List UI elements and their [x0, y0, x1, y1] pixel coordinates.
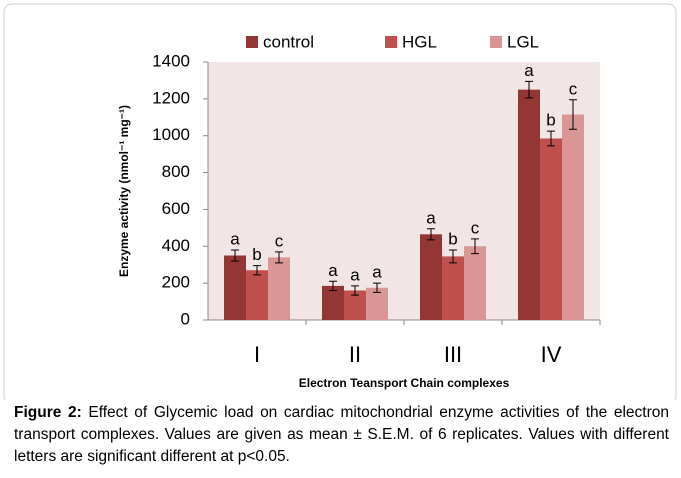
- y-axis-label: Enzyme activity (nmol⁻¹ mg⁻¹): [117, 105, 131, 277]
- significance-letter: b: [252, 245, 261, 264]
- y-tick-label: 1000: [152, 125, 190, 144]
- legend-label: control: [263, 32, 314, 51]
- error-bar: [275, 251, 283, 264]
- legend-label: LGL: [507, 32, 539, 51]
- error-bar: [253, 265, 261, 276]
- bar: [322, 285, 344, 320]
- error-bar: [449, 249, 457, 264]
- significance-letter: c: [569, 79, 578, 98]
- significance-letter: b: [448, 229, 457, 248]
- legend-swatch: [490, 36, 502, 48]
- significance-letter: c: [275, 231, 284, 250]
- bar: [442, 256, 464, 320]
- y-tick-label: 1200: [152, 88, 190, 107]
- y-tick-label: 0: [181, 309, 190, 328]
- bar: [268, 257, 290, 320]
- significance-letter: a: [328, 261, 338, 280]
- significance-letter: a: [524, 61, 534, 80]
- x-tick-label: I: [254, 342, 260, 367]
- y-tick-label: 200: [162, 273, 190, 292]
- error-bar: [471, 238, 479, 255]
- caption: Figure 2: Effect of Glycemic load on car…: [14, 402, 669, 468]
- y-tick-label: 600: [162, 199, 190, 218]
- caption-label: Figure 2:: [14, 404, 82, 421]
- error-bar: [373, 282, 381, 293]
- error-bar: [231, 249, 239, 262]
- legend-label: HGL: [402, 32, 437, 51]
- caption-text: Effect of Glycemic load on cardiac mitoc…: [14, 404, 669, 465]
- bar: [540, 138, 562, 320]
- x-tick-label: II: [349, 342, 361, 367]
- x-tick-label: IV: [541, 342, 562, 367]
- bar: [246, 270, 268, 320]
- error-bar: [547, 130, 555, 147]
- error-bar: [351, 285, 359, 296]
- x-axis-label: Electron Teansport Chain complexes: [299, 376, 510, 390]
- significance-letter: a: [230, 229, 240, 248]
- error-bar: [329, 280, 337, 292]
- error-bar: [569, 99, 577, 130]
- bar: [420, 234, 442, 320]
- significance-letter: a: [426, 208, 436, 227]
- legend-swatch: [246, 36, 258, 48]
- error-bar: [525, 80, 533, 99]
- legend-swatch: [385, 36, 397, 48]
- x-tick-label: III: [444, 342, 462, 367]
- significance-letter: b: [546, 111, 555, 130]
- bar: [366, 287, 388, 320]
- significance-letter: a: [372, 263, 382, 282]
- significance-letter: a: [350, 265, 360, 284]
- error-bar: [427, 228, 435, 241]
- bar: [464, 246, 486, 320]
- significance-letter: c: [471, 218, 480, 237]
- bar: [518, 89, 540, 321]
- y-tick-label: 400: [162, 236, 190, 255]
- bar: [344, 290, 366, 320]
- bar: [562, 114, 584, 321]
- chart: Enzyme activity (nmol⁻¹ mg⁻¹) Electron T…: [3, 3, 677, 400]
- y-tick-label: 800: [162, 162, 190, 181]
- y-tick-label: 1400: [152, 51, 190, 70]
- bar: [224, 255, 246, 320]
